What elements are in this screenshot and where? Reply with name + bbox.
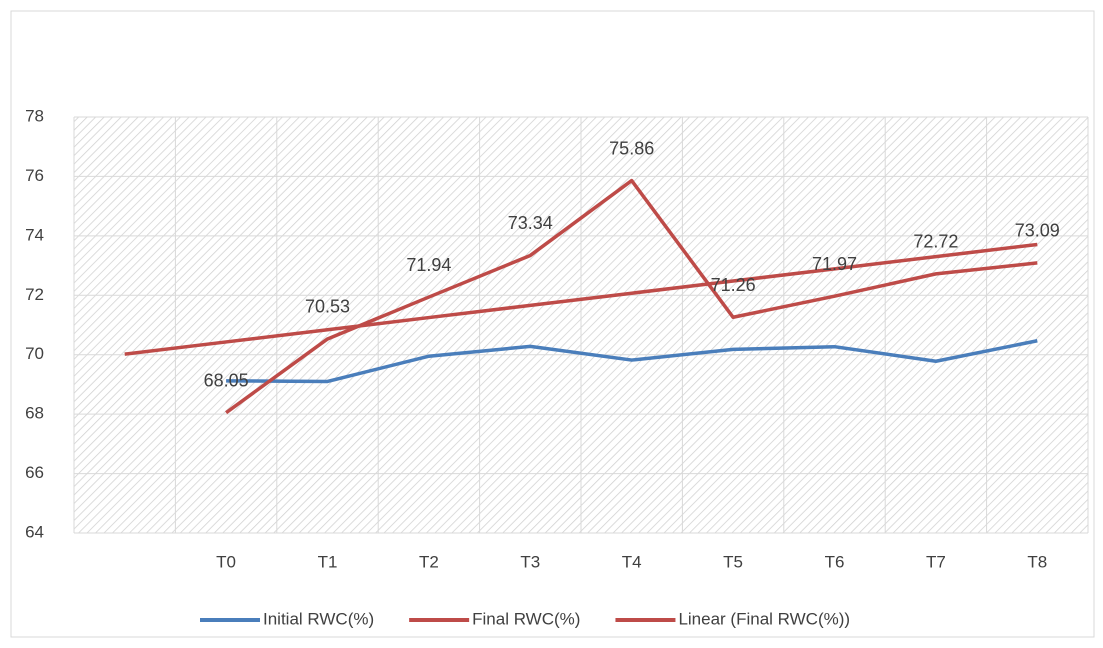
legend-label: Initial RWC(%) xyxy=(263,609,374,628)
data-label: 72.72 xyxy=(913,232,958,252)
x-tick-label: T7 xyxy=(926,552,946,571)
x-tick-label: T8 xyxy=(1027,552,1047,571)
data-label: 68.05 xyxy=(204,370,249,390)
x-tick-label: T6 xyxy=(825,552,845,571)
legend-label: Final RWC(%) xyxy=(472,609,580,628)
data-label: 73.34 xyxy=(508,213,553,233)
y-tick-label: 78 xyxy=(25,106,44,125)
data-label: 70.53 xyxy=(305,297,350,317)
x-tick-label: T0 xyxy=(216,552,236,571)
data-label: 73.09 xyxy=(1015,221,1060,241)
x-tick-label: T2 xyxy=(419,552,439,571)
legend-label: Linear (Final RWC(%)) xyxy=(678,609,850,628)
x-tick-label: T4 xyxy=(622,552,642,571)
data-label: 71.94 xyxy=(406,255,451,275)
y-tick-label: 68 xyxy=(25,404,44,423)
data-label: 71.26 xyxy=(711,275,756,295)
y-tick-label: 64 xyxy=(25,522,44,541)
series-line xyxy=(226,339,1038,384)
data-label: 71.97 xyxy=(812,254,857,274)
y-tick-label: 72 xyxy=(25,285,44,304)
y-tick-label: 74 xyxy=(25,225,44,244)
series-line xyxy=(124,242,1038,356)
y-tick-label: 70 xyxy=(25,344,44,363)
y-tick-label: 76 xyxy=(25,166,44,185)
y-tick-label: 66 xyxy=(25,463,44,482)
x-tick-label: T5 xyxy=(723,552,743,571)
data-label: 75.86 xyxy=(609,138,654,158)
x-tick-label: T3 xyxy=(520,552,540,571)
x-tick-label: T1 xyxy=(318,552,338,571)
